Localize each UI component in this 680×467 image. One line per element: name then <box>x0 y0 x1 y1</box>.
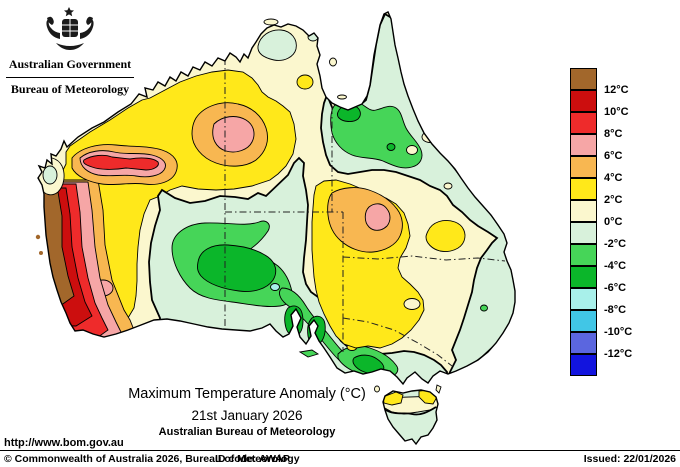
legend-label: 8°C <box>604 128 623 140</box>
issued-text: Issued: 22/01/2026 <box>583 453 676 465</box>
legend-swatch-mid_green <box>570 244 597 266</box>
copyright-text: © Commonwealth of Australia 2026, Bureau… <box>4 453 300 465</box>
legend-swatch-blue_violet <box>570 332 597 354</box>
region-cream-hole-qld-4 <box>443 146 461 160</box>
legend-label: -10°C <box>604 326 633 338</box>
region-green-dot-qld <box>386 143 396 151</box>
legend-label: -6°C <box>604 282 627 294</box>
legend-label: 12°C <box>604 84 629 96</box>
coat-of-arms-icon <box>46 7 94 50</box>
island-west-2 <box>39 251 43 255</box>
region-green-nullarbor <box>197 244 277 292</box>
region-palecyan-dot <box>270 283 280 291</box>
region-yellow-qld-east <box>425 220 466 252</box>
legend-swatch-green <box>570 266 597 288</box>
islands <box>35 18 442 394</box>
island-mornington <box>337 94 347 100</box>
region-palegreen-topend <box>257 29 297 61</box>
legend-label: -4°C <box>604 260 627 272</box>
map-date: 21st January 2026 <box>191 408 303 423</box>
island-groote <box>329 57 337 67</box>
map-title: Maximum Temperature Anomaly (°C) <box>128 386 366 402</box>
title-block: Maximum Temperature Anomaly (°C) 21st Ja… <box>27 386 467 438</box>
island-king <box>374 385 380 393</box>
map-org: Australian Bureau of Meteorology <box>158 426 336 438</box>
region-pink-central <box>212 116 255 153</box>
region-pink-sa-qld <box>364 203 391 231</box>
legend-swatch-pale_cyan <box>570 288 597 310</box>
region-cream-hole-qld-5 <box>443 182 453 190</box>
legend-swatch-dark_red <box>570 90 597 112</box>
legend-label: 2°C <box>604 194 623 206</box>
legend-label: -2°C <box>604 238 627 250</box>
region-palegreen-sharkbay <box>42 165 58 185</box>
coastline-mainland <box>37 11 516 386</box>
legend-swatch-blue <box>570 354 597 376</box>
legend-swatch-pink <box>570 134 597 156</box>
region-red-pilbara <box>83 154 159 171</box>
legend-swatch-yellow <box>570 178 597 200</box>
island-flinders <box>435 384 442 394</box>
coastline-tasmania <box>382 389 439 446</box>
island-west-1 <box>35 234 41 240</box>
bom-url-link[interactable]: http://www.bom.gov.au <box>4 437 124 449</box>
region-cream-hole-qld-1 <box>414 104 434 118</box>
island-kangaroo <box>298 349 320 358</box>
bureau-label: Bureau of Meteorology <box>10 82 130 96</box>
legend-swatch-brown <box>570 68 597 90</box>
legend-label: 6°C <box>604 150 623 162</box>
legend-label: 10°C <box>604 106 629 118</box>
region-midgreen-dot-nsw-coast <box>480 304 488 312</box>
legend-swatches <box>570 68 597 376</box>
region-cream-hole-qld-3 <box>406 145 418 155</box>
legend-swatch-red <box>570 112 597 134</box>
legend-swatch-pale_green <box>570 222 597 244</box>
id-code-text: ID code: AWAP <box>215 453 290 465</box>
island-tiwi <box>263 18 279 26</box>
gov-label: Australian Government <box>8 57 132 71</box>
legend-label: 0°C <box>604 216 623 228</box>
region-cream-hole-nsw <box>403 298 421 310</box>
region-yellow-dot-nw-gulf <box>296 74 314 90</box>
tasmania <box>382 389 439 446</box>
footer-divider <box>0 450 680 451</box>
map-contours <box>38 12 515 384</box>
legend-label: 4°C <box>604 172 623 184</box>
contour-zero-tas <box>383 406 437 416</box>
legend-swatch-cyan <box>570 310 597 332</box>
legend-swatch-orange <box>570 156 597 178</box>
legend-label: -8°C <box>604 304 627 316</box>
legend-label: -12°C <box>604 348 633 360</box>
header-divider <box>6 77 134 78</box>
legend-swatch-cream <box>570 200 597 222</box>
state-borders <box>224 58 506 367</box>
